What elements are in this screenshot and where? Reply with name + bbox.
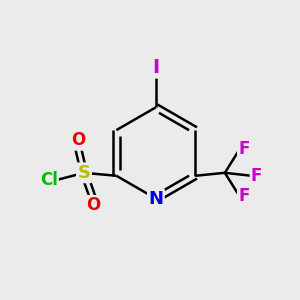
Text: Cl: Cl <box>40 171 58 189</box>
Text: F: F <box>238 188 250 206</box>
Text: O: O <box>71 131 85 149</box>
Text: O: O <box>86 196 100 214</box>
Text: N: N <box>148 190 164 208</box>
Text: F: F <box>238 140 250 158</box>
Text: S: S <box>77 164 91 182</box>
Text: F: F <box>251 167 262 185</box>
Text: I: I <box>152 58 160 77</box>
